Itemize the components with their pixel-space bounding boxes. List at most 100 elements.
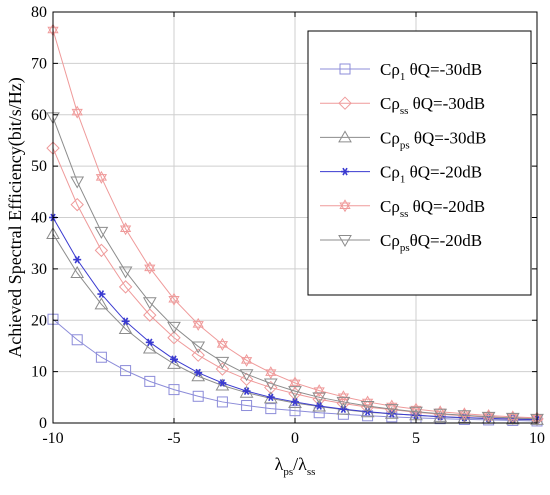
data-point xyxy=(433,408,448,421)
series-5 xyxy=(47,23,543,425)
data-point xyxy=(168,384,180,396)
x-axis-label-symbol-1: λ xyxy=(275,454,284,474)
data-point xyxy=(118,280,133,294)
series-line xyxy=(52,29,538,419)
x-axis-label-sub-1: ps xyxy=(283,466,293,478)
y-tick-label: 10 xyxy=(31,364,47,381)
data-point xyxy=(387,409,396,418)
data-point xyxy=(170,355,178,364)
data-point xyxy=(191,341,206,354)
data-point xyxy=(167,356,181,369)
data-point xyxy=(289,405,301,417)
data-point xyxy=(242,387,251,396)
data-point xyxy=(70,265,85,278)
data-point xyxy=(483,414,495,426)
legend-label-main: Cρ xyxy=(380,163,400,182)
data-point xyxy=(118,266,133,279)
data-point xyxy=(507,414,519,426)
data-point xyxy=(215,362,230,376)
data-point xyxy=(94,226,109,239)
data-point xyxy=(265,366,277,380)
legend-item: Cρps θQ=-30dB xyxy=(320,128,486,151)
data-point xyxy=(384,404,399,417)
legend-label-rest: θQ=-30dB xyxy=(408,94,485,113)
x-tick-label: -10 xyxy=(42,430,63,447)
data-point xyxy=(143,308,157,322)
y-tick-label: 30 xyxy=(31,261,47,278)
data-point xyxy=(505,412,520,425)
y-axis-label: Achieved Spectral Efficiency(bit/s/Hz) xyxy=(5,77,26,358)
data-point xyxy=(239,372,254,387)
data-point xyxy=(315,402,324,410)
data-point xyxy=(239,369,254,382)
x-axis-label-symbol-2: λ xyxy=(298,454,307,474)
plot-series xyxy=(46,23,544,427)
axis-ticks: -10 -5 0 5 10 0 10 20 30 40 50 60 70 80 xyxy=(31,4,545,447)
legend-label-main: Cρ xyxy=(380,60,400,79)
legend-marker xyxy=(341,167,349,176)
data-point xyxy=(337,390,350,404)
data-point xyxy=(142,297,157,310)
series-line xyxy=(52,117,538,420)
legend-marker xyxy=(338,235,352,248)
data-point xyxy=(119,222,132,236)
data-point xyxy=(192,317,204,331)
data-point xyxy=(94,243,109,258)
data-point xyxy=(191,369,206,382)
legend-label-main: Cρ xyxy=(380,128,400,147)
data-point xyxy=(73,255,82,264)
legend-marker xyxy=(339,63,351,75)
series-line xyxy=(52,147,538,420)
data-point xyxy=(312,392,327,405)
legend-item: Cρ1 θQ=-30dB xyxy=(320,60,482,83)
legend-box xyxy=(307,30,532,296)
legend-label-sub: ss xyxy=(400,105,409,117)
legend-item: Cρss θQ=-20dB xyxy=(320,197,485,220)
data-point xyxy=(144,375,156,387)
data-point xyxy=(288,386,302,399)
data-point xyxy=(265,403,277,415)
data-point xyxy=(291,398,299,406)
data-point xyxy=(215,378,230,391)
legend-label-main: Cρ xyxy=(380,197,400,216)
data-point xyxy=(361,395,374,409)
x-tick-label: -5 xyxy=(167,430,180,447)
data-point xyxy=(289,376,301,390)
legend-label-rest: θQ=-20dB xyxy=(405,163,482,182)
data-point xyxy=(95,351,107,363)
data-point xyxy=(313,384,325,398)
legend-label-sub: ps xyxy=(400,139,410,151)
data-point xyxy=(263,378,278,391)
legend-item: Cρss θQ=-30dB xyxy=(320,94,485,117)
data-point xyxy=(339,405,348,413)
x-tick-label: 0 xyxy=(291,430,299,447)
legend-label: Cρps θQ=-30dB xyxy=(380,128,486,151)
legend-label: Cρss θQ=-30dB xyxy=(380,94,485,117)
series-line xyxy=(52,318,538,422)
data-point xyxy=(192,390,204,402)
y-tick-label: 0 xyxy=(39,415,47,432)
data-point xyxy=(167,321,181,334)
data-point xyxy=(457,410,472,423)
data-point xyxy=(241,400,253,412)
legend-label-rest: θQ=-20dB xyxy=(408,197,485,216)
legend-marker xyxy=(338,96,352,110)
data-point xyxy=(120,365,132,377)
data-point xyxy=(144,261,156,275)
legend-label-sub: ps xyxy=(400,242,410,254)
y-tick-label: 40 xyxy=(31,210,47,227)
data-point xyxy=(409,406,423,419)
x-axis-label-sub-2: ss xyxy=(307,466,316,478)
data-point xyxy=(360,401,375,414)
legend-item: Cρ1 θQ=-20dB xyxy=(320,163,482,186)
x-tick-label: 5 xyxy=(412,430,420,447)
y-tick-label: 70 xyxy=(31,55,47,72)
x-tick-label: 10 xyxy=(529,430,545,447)
data-point xyxy=(240,353,253,367)
legend-label-sub: 1 xyxy=(400,174,406,186)
legend-label-main: Cρ xyxy=(380,94,400,113)
data-point xyxy=(264,380,278,395)
legend-label: Cρ1 θQ=-20dB xyxy=(380,163,482,186)
